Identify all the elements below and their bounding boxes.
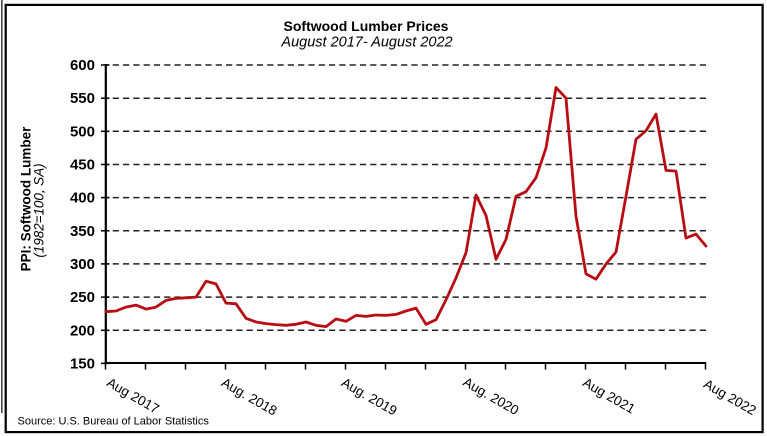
svg-text:500: 500	[70, 123, 95, 140]
svg-text:450: 450	[70, 157, 95, 174]
svg-text:August 2017- August 2022: August 2017- August 2022	[280, 35, 452, 51]
svg-text:Aug. 2019: Aug. 2019	[339, 375, 400, 419]
svg-text:PPI: Softwood Lumber: PPI: Softwood Lumber	[19, 126, 34, 271]
svg-text:550: 550	[70, 90, 95, 107]
svg-text:Aug 2017: Aug 2017	[104, 375, 162, 417]
svg-text:600: 600	[70, 57, 95, 74]
svg-text:Aug. 2020: Aug. 2020	[461, 374, 522, 418]
svg-text:Softwood Lumber Prices: Softwood Lumber Prices	[284, 18, 449, 34]
svg-text:Source: U.S. Bureau of Labor S: Source: U.S. Bureau of Labor Statistics	[18, 416, 210, 428]
svg-text:200: 200	[70, 322, 95, 339]
svg-text:150: 150	[70, 355, 95, 372]
svg-text:400: 400	[70, 190, 95, 207]
svg-text:Aug 2021: Aug 2021	[580, 375, 638, 417]
svg-text:(1982=100, SA): (1982=100, SA)	[32, 163, 47, 257]
svg-text:350: 350	[70, 223, 95, 240]
svg-text:250: 250	[70, 289, 95, 306]
svg-text:Aug. 2018: Aug. 2018	[219, 375, 280, 419]
svg-text:300: 300	[70, 256, 95, 273]
svg-text:Aug 2022: Aug 2022	[701, 376, 759, 418]
